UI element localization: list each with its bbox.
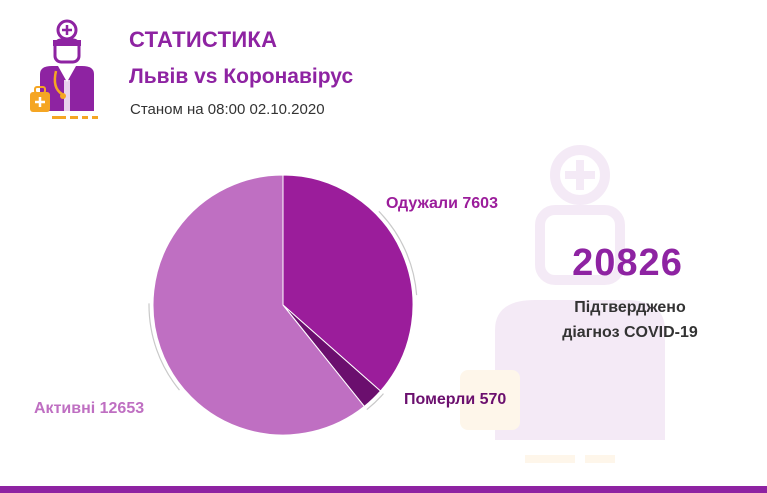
total-caption-line1: Підтверджено (574, 299, 686, 316)
pie-leader-0 (378, 210, 418, 296)
pie-label-2: Активні 12653 (34, 400, 144, 417)
as-of-date: Станом на 08:00 02.10.2020 (130, 101, 325, 118)
pie-slice-2 (152, 174, 366, 436)
page-subtitle: Львів vs Коронавірус (129, 65, 354, 88)
page-title: СТАТИСТИКА (129, 27, 278, 52)
doctor-logo-icon (30, 19, 98, 119)
footer-bar (0, 486, 767, 493)
pie-leader-2 (148, 303, 180, 391)
pie-slice-0 (282, 174, 414, 392)
pie-label-1: Померли 570 (404, 391, 506, 408)
pie-label-0: Одужали 7603 (386, 195, 498, 212)
pie-leader-1 (366, 393, 384, 411)
doctor-watermark-icon (460, 145, 665, 463)
total-caption-line2: діагноз COVID-19 (562, 324, 698, 341)
total-cases-value: 20826 (572, 242, 683, 284)
total-cases-caption: Підтверджено діагноз COVID-19 (535, 295, 725, 345)
